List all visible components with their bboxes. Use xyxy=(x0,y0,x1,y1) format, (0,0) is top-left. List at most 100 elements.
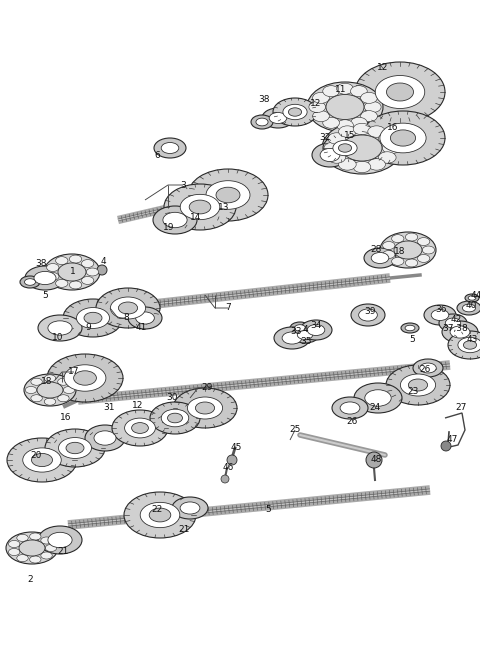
Ellipse shape xyxy=(172,497,208,519)
Ellipse shape xyxy=(125,418,156,438)
Text: 11: 11 xyxy=(335,86,347,94)
Text: 5: 5 xyxy=(409,335,415,345)
Text: 12: 12 xyxy=(310,98,322,107)
Ellipse shape xyxy=(361,111,445,165)
Ellipse shape xyxy=(128,307,162,329)
Ellipse shape xyxy=(70,281,82,289)
Ellipse shape xyxy=(119,302,138,314)
Ellipse shape xyxy=(37,382,63,398)
Ellipse shape xyxy=(216,187,240,203)
Ellipse shape xyxy=(44,254,100,290)
Ellipse shape xyxy=(17,534,28,542)
Text: 24: 24 xyxy=(370,403,381,413)
Ellipse shape xyxy=(422,246,434,254)
Ellipse shape xyxy=(364,248,396,268)
Text: 16: 16 xyxy=(387,124,399,132)
Text: 39: 39 xyxy=(364,307,376,316)
Ellipse shape xyxy=(132,422,148,434)
Ellipse shape xyxy=(82,259,94,267)
Ellipse shape xyxy=(124,492,196,538)
Ellipse shape xyxy=(94,431,116,445)
Ellipse shape xyxy=(44,398,56,405)
Ellipse shape xyxy=(153,206,197,234)
Ellipse shape xyxy=(82,276,94,284)
Ellipse shape xyxy=(149,508,171,522)
Text: 44: 44 xyxy=(470,291,480,299)
Circle shape xyxy=(221,475,229,483)
Text: 3: 3 xyxy=(180,181,186,189)
Circle shape xyxy=(366,452,382,468)
Ellipse shape xyxy=(406,233,418,241)
Ellipse shape xyxy=(413,359,443,377)
Ellipse shape xyxy=(383,242,395,250)
Ellipse shape xyxy=(76,308,109,328)
Text: 34: 34 xyxy=(310,320,322,329)
Ellipse shape xyxy=(450,326,470,338)
Text: 23: 23 xyxy=(408,388,419,396)
Text: 35: 35 xyxy=(300,337,312,346)
Ellipse shape xyxy=(328,152,346,163)
Ellipse shape xyxy=(420,363,436,373)
Ellipse shape xyxy=(23,448,61,472)
Ellipse shape xyxy=(187,397,223,419)
Ellipse shape xyxy=(380,232,436,268)
Ellipse shape xyxy=(383,142,400,154)
Ellipse shape xyxy=(355,62,445,122)
Ellipse shape xyxy=(431,310,449,320)
Ellipse shape xyxy=(47,272,59,280)
Ellipse shape xyxy=(206,181,250,210)
Ellipse shape xyxy=(273,98,317,126)
Ellipse shape xyxy=(7,438,77,482)
Ellipse shape xyxy=(47,263,59,271)
Ellipse shape xyxy=(353,161,371,173)
Ellipse shape xyxy=(58,263,86,281)
Text: 17: 17 xyxy=(68,367,80,377)
Ellipse shape xyxy=(173,388,237,428)
Ellipse shape xyxy=(351,304,385,326)
Ellipse shape xyxy=(375,75,425,109)
Ellipse shape xyxy=(6,532,58,564)
Ellipse shape xyxy=(328,133,346,144)
Ellipse shape xyxy=(392,257,404,265)
Text: 47: 47 xyxy=(446,436,458,445)
Text: 18: 18 xyxy=(41,377,53,386)
Ellipse shape xyxy=(406,259,418,267)
Ellipse shape xyxy=(163,212,187,228)
Ellipse shape xyxy=(31,395,42,402)
Ellipse shape xyxy=(401,323,419,333)
Circle shape xyxy=(441,441,451,451)
Text: 29: 29 xyxy=(201,383,213,392)
Ellipse shape xyxy=(338,126,356,138)
Ellipse shape xyxy=(262,108,294,128)
Text: 25: 25 xyxy=(289,426,300,434)
Text: 8: 8 xyxy=(123,314,129,322)
Text: 33: 33 xyxy=(290,328,302,337)
Ellipse shape xyxy=(323,86,339,97)
Ellipse shape xyxy=(150,402,200,434)
Ellipse shape xyxy=(48,533,72,548)
Ellipse shape xyxy=(336,83,353,94)
Ellipse shape xyxy=(465,294,479,302)
Circle shape xyxy=(227,455,237,465)
Text: 7: 7 xyxy=(225,303,231,312)
Ellipse shape xyxy=(439,314,467,332)
Ellipse shape xyxy=(322,122,402,174)
Ellipse shape xyxy=(338,159,356,170)
Ellipse shape xyxy=(408,379,428,391)
Ellipse shape xyxy=(288,108,301,116)
Ellipse shape xyxy=(256,118,268,126)
Ellipse shape xyxy=(136,312,155,324)
Ellipse shape xyxy=(340,402,360,414)
Ellipse shape xyxy=(195,402,215,414)
Ellipse shape xyxy=(38,526,82,554)
Ellipse shape xyxy=(326,94,364,119)
Text: 21: 21 xyxy=(178,525,190,534)
Ellipse shape xyxy=(332,397,368,419)
Text: 26: 26 xyxy=(420,365,431,375)
Ellipse shape xyxy=(364,102,381,113)
Ellipse shape xyxy=(64,365,106,391)
Ellipse shape xyxy=(324,142,342,154)
Text: 10: 10 xyxy=(52,333,64,341)
Ellipse shape xyxy=(333,140,357,156)
Ellipse shape xyxy=(41,552,52,559)
